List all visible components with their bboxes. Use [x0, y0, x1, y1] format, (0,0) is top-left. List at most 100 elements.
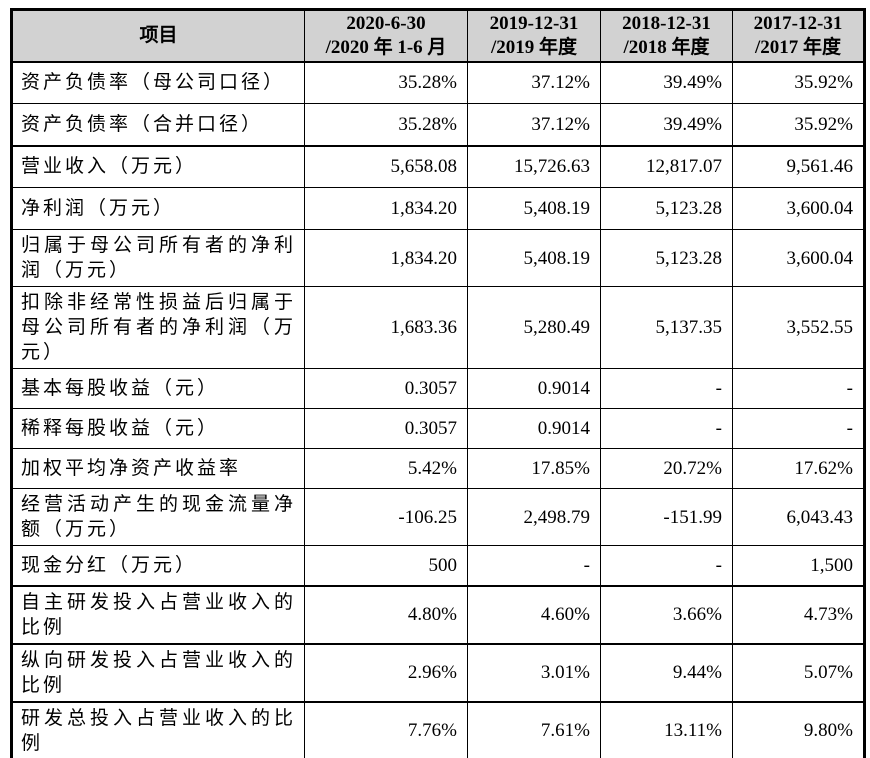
- value-cell: -: [467, 545, 601, 586]
- table-header: 项目 2020-6-30 /2020 年 1-6 月 2019-12-31 /2…: [11, 9, 865, 63]
- table-row: 自主研发投入占营业收入的比例 4.80% 4.60% 3.66% 4.73%: [11, 584, 865, 644]
- value-cell: 12,817.07: [600, 144, 733, 188]
- value-cell: -: [600, 408, 733, 449]
- period-date: 2017-12-31: [753, 12, 843, 34]
- row-label: 资产负债率（合并口径）: [11, 103, 305, 146]
- value-cell: 1,500: [732, 545, 865, 586]
- row-label: 研发总投入占营业收入的比例: [11, 700, 305, 758]
- row-label: 现金分红（万元）: [11, 545, 305, 586]
- period-date: 2020-6-30: [346, 12, 426, 34]
- value-cell: 37.12%: [467, 61, 601, 104]
- value-cell: 1,683.36: [304, 286, 468, 369]
- value-cell: 5,408.19: [467, 229, 601, 287]
- value-cell: 0.3057: [304, 408, 468, 449]
- value-cell: -: [732, 368, 865, 409]
- value-cell: -: [732, 408, 865, 449]
- value-cell: 9.44%: [600, 642, 733, 702]
- value-cell: 3.01%: [467, 642, 601, 702]
- value-cell: 2,498.79: [467, 488, 601, 546]
- value-cell: 35.28%: [304, 61, 468, 104]
- table-row: 加权平均净资产收益率 5.42% 17.85% 20.72% 17.62%: [11, 448, 865, 489]
- value-cell: 20.72%: [600, 448, 733, 489]
- value-cell: 35.92%: [732, 61, 865, 104]
- period-span: /2017 年度: [754, 36, 842, 58]
- row-label: 加权平均净资产收益率: [11, 448, 305, 489]
- value-cell: 15,726.63: [467, 144, 601, 188]
- table-row: 基本每股收益（元） 0.3057 0.9014- -: [11, 368, 865, 409]
- value-cell: 3,600.04: [732, 187, 865, 230]
- value-cell: 35.28%: [304, 103, 468, 146]
- row-label: 扣除非经常性损益后归属于母公司所有者的净利润（万元）: [11, 286, 305, 369]
- value-cell: -106.25: [304, 488, 468, 546]
- value-cell: 4.80%: [304, 584, 468, 644]
- table-row: 扣除非经常性损益后归属于母公司所有者的净利润（万元） 1,683.36 5,280.…: [11, 286, 865, 369]
- row-label: 营业收入（万元）: [11, 144, 305, 188]
- period-span: /2019 年度: [490, 36, 578, 58]
- header-cell-item: 项目: [11, 9, 305, 63]
- row-label: 纵向研发投入占营业收入的比例: [11, 642, 305, 702]
- value-cell: 0.3057: [304, 368, 468, 409]
- header-row: 项目 2020-6-30 /2020 年 1-6 月 2019-12-31 /2…: [11, 9, 865, 63]
- value-cell: 3,600.04: [732, 229, 865, 287]
- table-row: 现金分红（万元） 500- -1,500: [11, 545, 865, 586]
- value-cell: 13.11%: [600, 700, 733, 758]
- value-cell: 7.61%: [467, 700, 601, 758]
- value-cell: 5,280.49: [467, 286, 601, 369]
- row-label: 基本每股收益（元）: [11, 368, 305, 409]
- value-cell: 3,552.55: [732, 286, 865, 369]
- value-cell: 5.42%: [304, 448, 468, 489]
- value-cell: -151.99: [600, 488, 733, 546]
- value-cell: 1,834.20: [304, 187, 468, 230]
- header-cell-period-2019: 2019-12-31 /2019 年度: [467, 9, 601, 63]
- value-cell: 0.9014: [467, 368, 601, 409]
- table-row: 稀释每股收益（元） 0.3057 0.9014- -: [11, 408, 865, 449]
- header-cell-period-2020: 2020-6-30 /2020 年 1-6 月: [304, 9, 468, 63]
- value-cell: 4.73%: [732, 584, 865, 644]
- value-cell: 7.76%: [304, 700, 468, 758]
- header-cell-period-2017: 2017-12-31 /2017 年度: [732, 9, 865, 63]
- value-cell: 500: [304, 545, 468, 586]
- row-label: 稀释每股收益（元）: [11, 408, 305, 449]
- value-cell: 17.85%: [467, 448, 601, 489]
- value-cell: 5,408.19: [467, 187, 601, 230]
- value-cell: 17.62%: [732, 448, 865, 489]
- value-cell: 39.49%: [600, 61, 733, 104]
- table-row: 营业收入（万元） 5,658.08 15,726.63 12,817.07 9,561.…: [11, 144, 865, 188]
- value-cell: 35.92%: [732, 103, 865, 146]
- value-cell: -: [600, 545, 733, 586]
- value-cell: 5,123.28: [600, 229, 733, 287]
- table-row: 资产负债率（母公司口径） 35.28% 37.12% 39.49% 35.92%: [11, 61, 865, 104]
- table-body: 资产负债率（母公司口径） 35.28% 37.12% 39.49% 35.92% 资产负债…: [11, 61, 865, 758]
- value-cell: 5,658.08: [304, 144, 468, 188]
- value-cell: 9,561.46: [732, 144, 865, 188]
- table-row: 净利润（万元） 1,834.20 5,408.19 5,123.28 3,600.04: [11, 187, 865, 230]
- value-cell: 5.07%: [732, 642, 865, 702]
- period-date: 2019-12-31: [489, 12, 579, 34]
- value-cell: 39.49%: [600, 103, 733, 146]
- period-span: /2020 年 1-6 月: [325, 36, 447, 58]
- value-cell: 5,137.35: [600, 286, 733, 369]
- value-cell: 37.12%: [467, 103, 601, 146]
- value-cell: -: [600, 368, 733, 409]
- table-row: 纵向研发投入占营业收入的比例 2.96% 3.01% 9.44% 5.07%: [11, 642, 865, 702]
- value-cell: 6,043.43: [732, 488, 865, 546]
- row-label: 自主研发投入占营业收入的比例: [11, 584, 305, 644]
- value-cell: 2.96%: [304, 642, 468, 702]
- financial-summary-table: 项目 2020-6-30 /2020 年 1-6 月 2019-12-31 /2…: [10, 8, 866, 758]
- value-cell: 5,123.28: [600, 187, 733, 230]
- value-cell: 0.9014: [467, 408, 601, 449]
- row-label: 经营活动产生的现金流量净额（万元）: [11, 488, 305, 546]
- row-label: 归属于母公司所有者的净利润（万元）: [11, 229, 305, 287]
- table-row: 研发总投入占营业收入的比例 7.76% 7.61% 13.11% 9.80%: [11, 700, 865, 758]
- table-row: 资产负债率（合并口径） 35.28% 37.12% 39.49% 35.92%: [11, 103, 865, 146]
- header-cell-period-2018: 2018-12-31 /2018 年度: [600, 9, 733, 63]
- table-row: 经营活动产生的现金流量净额（万元） -106.25 2,498.79 -151.99 6…: [11, 488, 865, 546]
- value-cell: 4.60%: [467, 584, 601, 644]
- period-span: /2018 年度: [623, 36, 710, 58]
- row-label: 资产负债率（母公司口径）: [11, 61, 305, 104]
- row-label: 净利润（万元）: [11, 187, 305, 230]
- value-cell: 9.80%: [732, 700, 865, 758]
- value-cell: 1,834.20: [304, 229, 468, 287]
- period-date: 2018-12-31: [622, 12, 711, 34]
